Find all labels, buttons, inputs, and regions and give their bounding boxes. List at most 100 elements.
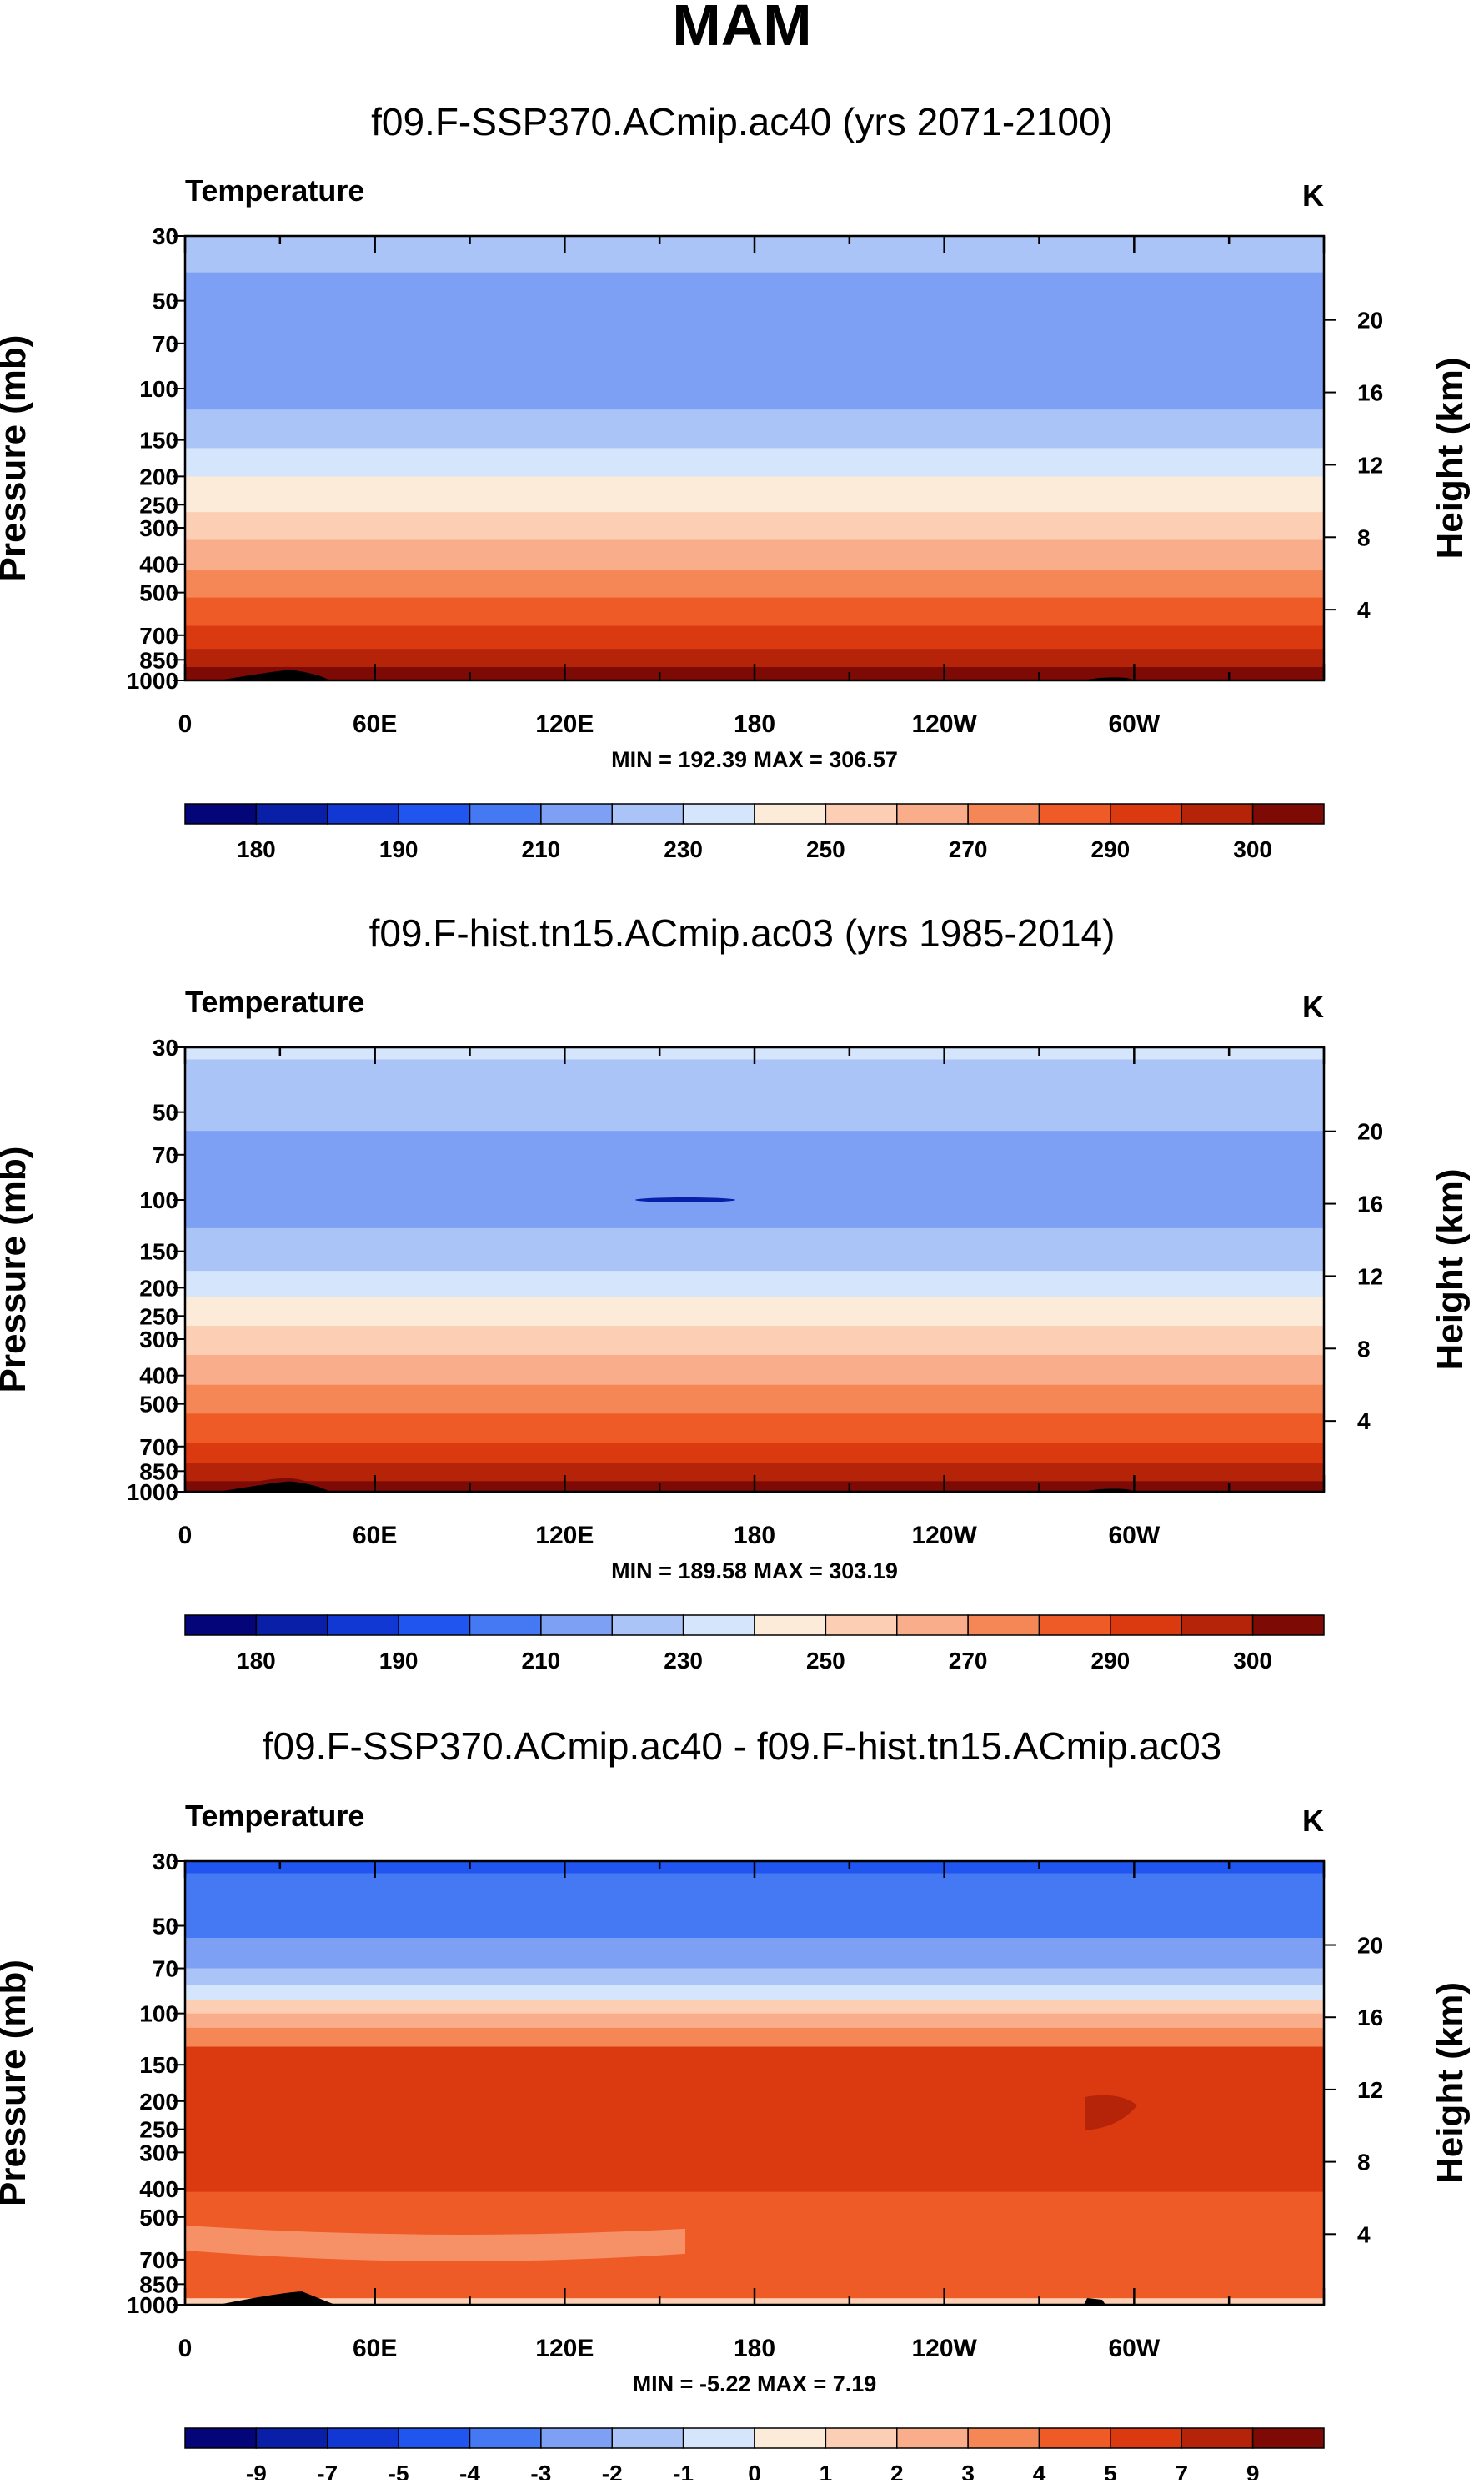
pressure-tick-label: 150	[139, 2052, 178, 2078]
colorbar-label: 290	[1091, 836, 1131, 862]
pressure-tick-label: 200	[139, 2089, 178, 2115]
colorbar-label: 180	[237, 1648, 276, 1674]
pressure-tick-label: 30	[153, 223, 178, 249]
colorbar-box	[682, 1614, 755, 1636]
contour-band	[185, 1227, 1324, 1272]
contour-band	[185, 448, 1324, 478]
contour-band	[185, 2000, 1324, 2015]
pressure-tick-label: 200	[139, 464, 178, 489]
pressure-tick-label: 70	[153, 1142, 178, 1168]
height-tick-label: 4	[1357, 2221, 1371, 2247]
colorbar-box	[896, 803, 969, 825]
colorbar-label: 3	[961, 2461, 975, 2480]
colorbar-box	[825, 803, 898, 825]
surface-mask	[218, 2291, 335, 2305]
colorbar-label: 180	[237, 836, 276, 862]
pressure-axis-label: Pressure (mb)	[0, 335, 33, 582]
colorbar-box	[469, 1614, 542, 1636]
colorbar-box	[967, 803, 1040, 825]
colorbar-label: 190	[379, 836, 419, 862]
height-tick-label: 4	[1357, 1408, 1371, 1434]
pressure-tick-label: 1000	[127, 1479, 178, 1505]
x-tick-label: 120W	[911, 1522, 977, 1549]
colorbar-label: 210	[522, 836, 561, 862]
contour-band	[185, 512, 1324, 541]
pressure-tick-label: 250	[139, 2117, 178, 2143]
pressure-tick-label: 200	[139, 1275, 178, 1301]
pressure-tick-label: 150	[139, 1239, 178, 1265]
contour-band	[185, 570, 1324, 599]
pressure-tick-label: 150	[139, 428, 178, 454]
variable-label: Temperature	[185, 985, 364, 1019]
min-max-label: MIN = 189.58 MAX = 303.19	[611, 1558, 898, 1583]
x-tick-label: 180	[734, 1522, 775, 1549]
x-tick-label: 0	[178, 2335, 193, 2362]
x-tick-label: 120E	[535, 2335, 594, 2362]
colorbar-box	[1110, 1614, 1182, 1636]
surface-mask	[218, 670, 331, 680]
colorbar-box	[611, 1614, 684, 1636]
x-tick-label: 120E	[535, 1522, 594, 1549]
colorbar-box	[682, 2427, 755, 2449]
colorbar-box	[184, 803, 258, 825]
temperature-bands	[185, 1047, 1324, 1493]
pressure-tick-label: 700	[139, 623, 178, 649]
colorbar-box	[327, 1614, 399, 1636]
colorbar-label: 190	[379, 1648, 419, 1674]
contour-band	[185, 1059, 1324, 1132]
x-tick-label: 120E	[535, 710, 594, 738]
x-tick-label: 180	[734, 2335, 775, 2362]
chart-title: f09.F-SSP370.ACmip.ac40 - f09.F-hist.tn1…	[263, 1724, 1222, 1768]
contour-band	[185, 2013, 1324, 2029]
page-title: MAM	[672, 0, 811, 58]
colorbar-box	[754, 1614, 827, 1636]
height-axis-label: Height (km)	[1430, 358, 1471, 560]
pressure-tick-label: 400	[139, 2176, 178, 2202]
height-tick-label: 16	[1357, 1192, 1383, 1217]
height-tick-label: 20	[1357, 308, 1383, 334]
contour-band	[185, 409, 1324, 449]
contour-band	[185, 2046, 1324, 2193]
x-axis: 0 60E 120E 180 120W 60W	[178, 1861, 1326, 2362]
colorbar-label: 250	[806, 1648, 845, 1674]
height-axis: 4 8 12 16 20 Height (km)	[1324, 1933, 1471, 2247]
pressure-tick-label: 850	[139, 1458, 178, 1484]
x-tick-label: 0	[178, 710, 193, 738]
colorbar-label: 9	[1246, 2461, 1260, 2480]
colorbar-box	[1038, 803, 1111, 825]
pressure-tick-label: 30	[153, 1849, 178, 1874]
x-tick-label: 60E	[353, 2335, 397, 2362]
colorbar-label: 290	[1091, 1648, 1131, 1674]
x-tick-label: 180	[734, 710, 775, 738]
height-tick-label: 4	[1357, 597, 1371, 623]
colorbar-box	[825, 2427, 898, 2449]
pressure-tick-label: 300	[139, 2140, 178, 2165]
pressure-tick-label: 250	[139, 492, 178, 518]
colorbar-label: 300	[1233, 1648, 1272, 1674]
x-axis: 0 60E 120E 180 120W 60W	[178, 1047, 1326, 1549]
pressure-tick-label: 50	[153, 1100, 178, 1126]
contour-band	[185, 1271, 1324, 1298]
height-tick-label: 8	[1357, 1336, 1371, 1362]
colorbar: 180 190 210 230 250 270 290 300	[184, 803, 1325, 862]
pressure-tick-label: 300	[139, 1327, 178, 1352]
height-axis: 4 8 12 16 20 Height (km)	[1324, 1119, 1471, 1434]
pressure-tick-label: 400	[139, 1363, 178, 1389]
contour-feature	[185, 2225, 685, 2261]
colorbar-box	[255, 1614, 328, 1636]
x-tick-label: 0	[178, 1522, 193, 1549]
contour-band	[185, 272, 1324, 410]
units-label: K	[1302, 1804, 1324, 1838]
colorbar-box	[896, 1614, 969, 1636]
pressure-tick-label: 1000	[127, 2292, 178, 2318]
colorbar-box	[1110, 2427, 1182, 2449]
colorbar-label: -7	[317, 2461, 338, 2480]
colorbar-label: 230	[664, 836, 703, 862]
units-label: K	[1302, 178, 1324, 213]
contour-band	[185, 1938, 1324, 1970]
x-tick-label: 60E	[353, 710, 397, 738]
colorbar-box	[1251, 2427, 1325, 2449]
height-tick-label: 20	[1357, 1119, 1383, 1145]
